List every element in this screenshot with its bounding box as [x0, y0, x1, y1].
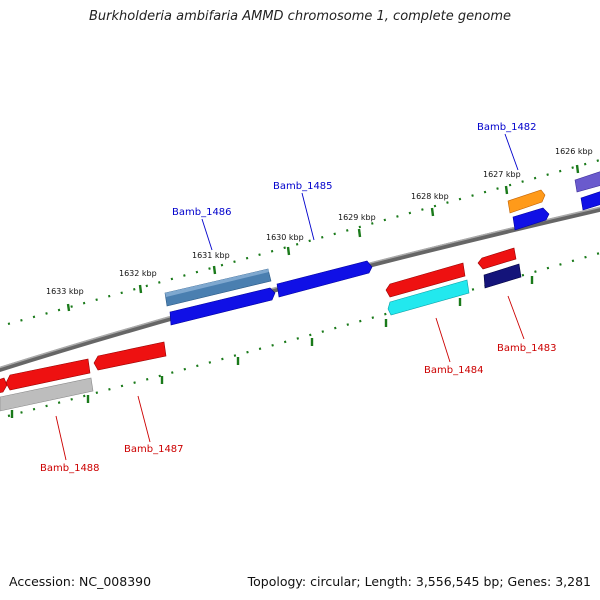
tick-label-1630: 1630 kbp [266, 233, 304, 242]
major-ticks [10, 164, 580, 418]
gene-label-bamb-1485[interactable]: Bamb_1485 [273, 181, 333, 192]
chromosome-backbone [0, 206, 600, 373]
gene-label-bamb-1487[interactable]: Bamb_1487 [124, 444, 184, 455]
genome-summary-text: Topology: circular; Length: 3,556,545 bp… [247, 574, 591, 589]
map-title: Burkholderia ambifaria AMMD chromosome 1… [88, 9, 512, 24]
gene-blue-a[interactable] [169, 287, 276, 326]
gene-label-bamb-1486[interactable]: Bamb_1486 [172, 207, 232, 218]
reverse-genes [0, 247, 522, 412]
gene-blue-b[interactable] [512, 207, 550, 231]
label-leaders [55, 133, 525, 461]
gene-bamb-1483[interactable] [483, 263, 522, 289]
gene-labels: Bamb_1486 Bamb_1485 Bamb_1482 Bamb_1488 … [40, 122, 557, 474]
tick-label-1629: 1629 kbp [338, 213, 376, 222]
gene-bamb-1485[interactable] [276, 260, 373, 298]
gene-red-mid[interactable] [385, 262, 466, 298]
gene-purple[interactable] [574, 171, 600, 193]
forward-genes [164, 171, 600, 326]
tick-label-1632: 1632 kbp [119, 269, 157, 278]
gene-bamb-1488-red[interactable] [5, 358, 91, 391]
tick-label-1627: 1627 kbp [483, 170, 521, 179]
chromosome-backbone-highlight [0, 206, 600, 369]
tick-labels: 1633 kbp 1632 kbp 1631 kbp 1630 kbp 1629… [46, 147, 593, 296]
gene-blue-c[interactable] [580, 191, 600, 211]
gene-bamb-1486-shade [165, 269, 269, 297]
tick-label-1633: 1633 kbp [46, 287, 84, 296]
gene-orange[interactable] [507, 189, 546, 214]
gene-label-bamb-1483[interactable]: Bamb_1483 [497, 343, 557, 354]
tick-label-1626: 1626 kbp [555, 147, 593, 156]
gene-bamb-1484[interactable] [387, 279, 470, 316]
accession-text: Accession: NC_008390 [9, 574, 152, 589]
gene-label-bamb-1488[interactable]: Bamb_1488 [40, 463, 100, 474]
gene-label-bamb-1484[interactable]: Bamb_1484 [424, 365, 484, 376]
tick-label-1628: 1628 kbp [411, 192, 449, 201]
gene-bamb-1488[interactable] [0, 377, 94, 412]
tick-label-1631: 1631 kbp [192, 251, 230, 260]
gene-bamb-1487[interactable] [93, 341, 167, 371]
gene-label-bamb-1482[interactable]: Bamb_1482 [477, 122, 537, 133]
gene-red-small[interactable] [477, 247, 517, 270]
gene-red-edge[interactable] [0, 377, 8, 393]
